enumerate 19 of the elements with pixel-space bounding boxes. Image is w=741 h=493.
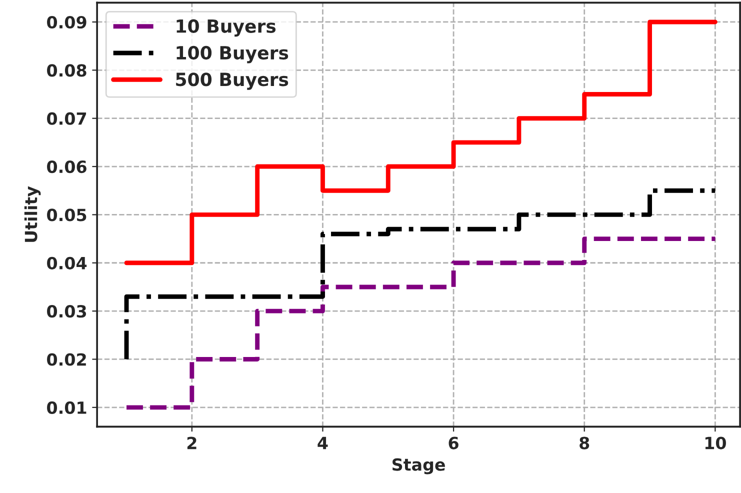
y-tick-label: 0.08 xyxy=(47,64,86,77)
legend-label: 10 Buyers xyxy=(176,19,276,37)
x-tick-label: 6 xyxy=(448,436,458,450)
x-tick-label: 8 xyxy=(580,436,590,450)
y-tick-label: 0.02 xyxy=(47,353,86,366)
y-tick-label: 0.01 xyxy=(47,401,86,414)
y-tick-label: 0.05 xyxy=(47,208,86,222)
legend-label: 100 Buyers xyxy=(176,46,288,64)
y-axis-title: Utility xyxy=(24,186,41,242)
y-tick-label: 0.07 xyxy=(47,112,86,125)
y-tick-label: 0.09 xyxy=(47,16,86,29)
y-tick-label: 0.03 xyxy=(47,305,86,318)
x-tick-label: 4 xyxy=(318,436,328,450)
y-tick-label: 0.04 xyxy=(47,256,87,270)
x-tick-label: 10 xyxy=(705,436,726,450)
x-tick-label: 2 xyxy=(187,436,196,450)
legend-label: 500 Buyers xyxy=(176,72,288,90)
y-tick-label: 0.06 xyxy=(47,160,86,174)
x-axis-title: Stage xyxy=(392,458,445,474)
